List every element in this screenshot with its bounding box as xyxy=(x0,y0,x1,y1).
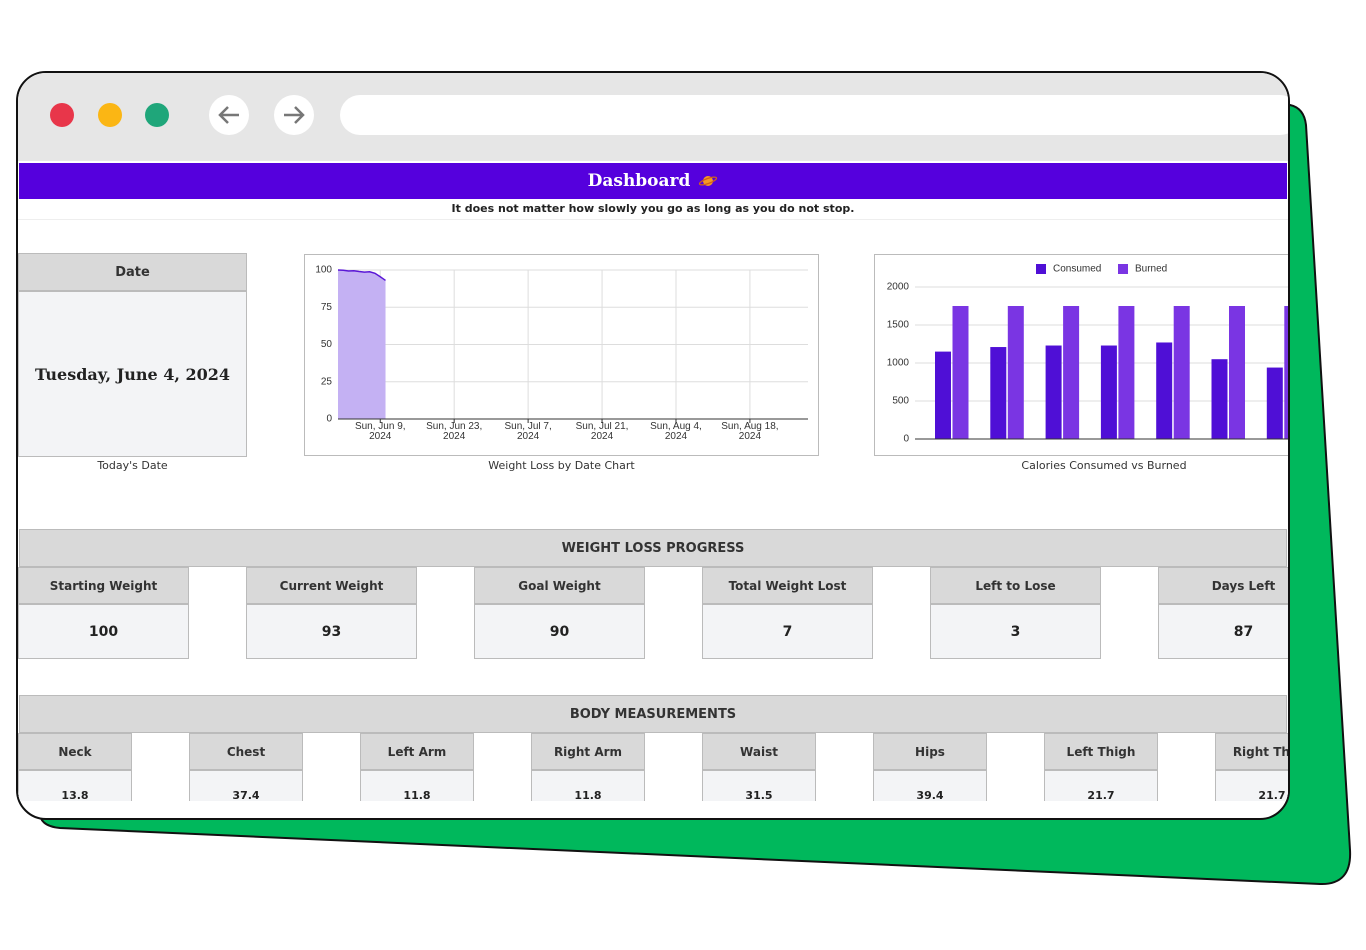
date-card-value: Tuesday, June 4, 2024 xyxy=(18,291,247,457)
chart-caption: Calories Consumed vs Burned xyxy=(1021,459,1187,472)
card-label: Goal Weight xyxy=(474,567,645,604)
card-value: 31.5 xyxy=(702,770,816,801)
card-value: 90 xyxy=(474,604,645,659)
y-tick-label: 0 xyxy=(903,434,909,445)
y-tick-label: 50 xyxy=(321,339,333,350)
card-label: Current Weight xyxy=(246,567,417,604)
card-label: Total Weight Lost xyxy=(702,567,873,604)
calories-chart: 0 500 1000 1500 2000 Consumed Burned xyxy=(874,254,1288,456)
card-label: Left Thigh xyxy=(1044,733,1158,770)
planet-icon xyxy=(699,176,718,186)
x-tick-label: Sun, Jun 23, 2024 xyxy=(426,422,483,442)
card-label: Neck xyxy=(18,733,132,770)
card-value: 11.8 xyxy=(531,770,645,801)
card-label: Right Arm xyxy=(531,733,645,770)
legend-label: Consumed xyxy=(1053,264,1101,275)
weight-line xyxy=(337,269,386,282)
dashboard: Dashboard It does not matter how slowly … xyxy=(18,161,1288,801)
card-label: Days Left xyxy=(1158,567,1288,604)
legend-swatch xyxy=(1036,264,1046,274)
y-tick-label: 0 xyxy=(326,414,332,425)
x-tick-label: Sun, Aug 18, 2024 xyxy=(721,422,779,442)
forward-button[interactable] xyxy=(274,95,314,135)
x-tick-label-box: Sun, Jul 7, 2024 xyxy=(504,422,552,442)
x-tick-label: Sun, Jul 21, 2024 xyxy=(575,422,629,442)
chart-caption: Weight Loss by Date Chart xyxy=(488,459,635,472)
y-tick-label: 2000 xyxy=(887,282,910,293)
x-tick-label: Sun, Aug 4, 2024 xyxy=(650,422,702,442)
bar xyxy=(1284,306,1288,439)
bar xyxy=(1045,345,1062,439)
bar xyxy=(935,351,951,439)
card-label: Right Thigh xyxy=(1215,733,1288,770)
browser-toolbar xyxy=(18,73,1288,161)
section-header: BODY MEASUREMENTS xyxy=(19,695,1287,733)
bar xyxy=(1211,359,1228,439)
back-button[interactable] xyxy=(209,95,249,135)
close-button[interactable] xyxy=(50,103,74,127)
y-tick-label: 25 xyxy=(321,376,333,387)
bar xyxy=(1118,306,1135,439)
card-label: Left Arm xyxy=(360,733,474,770)
x-tick-label-box: Sun, Jul 21, 2024 xyxy=(575,422,629,442)
bar xyxy=(1173,306,1190,439)
card-value: 3 xyxy=(930,604,1101,659)
address-bar[interactable] xyxy=(340,95,1288,135)
date-caption: Today's Date xyxy=(97,459,168,472)
card-value: 37.4 xyxy=(189,770,303,801)
card-value: 87 xyxy=(1158,604,1288,659)
legend-swatch xyxy=(1118,264,1128,274)
minimize-button[interactable] xyxy=(98,103,122,127)
card-label: Hips xyxy=(873,733,987,770)
x-tick-label-box: Sun, Jun 9, 2024 xyxy=(354,422,406,442)
legend-label: Burned xyxy=(1135,264,1167,275)
section-header: WEIGHT LOSS PROGRESS xyxy=(19,529,1287,567)
card-value: 11.8 xyxy=(360,770,474,801)
bar xyxy=(1229,306,1245,439)
x-tick-label: Sun, Jun 9, 2024 xyxy=(354,422,406,442)
date-card-header: Date xyxy=(18,253,247,291)
card-value: 21.7 xyxy=(1044,770,1158,801)
x-tick-label-box: Sun, Jun 23, 2024 xyxy=(426,422,483,442)
card-value: 7 xyxy=(702,604,873,659)
dashboard-title: Dashboard xyxy=(587,171,691,191)
bar xyxy=(1156,342,1173,439)
bar xyxy=(990,347,1007,439)
toolbar-icons xyxy=(50,95,1288,135)
bar xyxy=(1007,306,1024,439)
card-value: 13.8 xyxy=(18,770,132,801)
x-tick-label-box: Sun, Aug 18, 2024 xyxy=(721,422,779,442)
subtitle: It does not matter how slowly you go as … xyxy=(18,200,1288,220)
bar xyxy=(1100,345,1117,439)
bar xyxy=(952,306,969,439)
bar xyxy=(1266,367,1283,439)
card-value: 21.7 xyxy=(1215,770,1288,801)
card-value: 93 xyxy=(246,604,417,659)
x-tick-label-box: Sun, Aug 4, 2024 xyxy=(650,422,702,442)
y-tick-label: 1500 xyxy=(887,320,910,331)
card-label: Waist xyxy=(702,733,816,770)
browser-window: Dashboard It does not matter how slowly … xyxy=(16,71,1290,820)
x-tick-label: Sun, Jul 7, 2024 xyxy=(504,422,552,442)
y-tick-label: 1000 xyxy=(887,358,910,369)
y-tick-label: 75 xyxy=(321,302,333,313)
card-label: Chest xyxy=(189,733,303,770)
area-fill xyxy=(338,270,386,419)
y-tick-label: 100 xyxy=(315,265,332,276)
card-label: Starting Weight xyxy=(18,567,189,604)
card-value: 39.4 xyxy=(873,770,987,801)
maximize-button[interactable] xyxy=(145,103,169,127)
card-label: Left to Lose xyxy=(930,567,1101,604)
y-tick-label: 500 xyxy=(892,396,909,407)
title-banner: Dashboard xyxy=(19,163,1287,199)
card-value: 100 xyxy=(18,604,189,659)
bar xyxy=(1063,306,1080,439)
weight-chart: 0 25 50 75 100 Sun, Jun 9, 2024 Sun, Jun 23, 2… xyxy=(304,254,819,456)
